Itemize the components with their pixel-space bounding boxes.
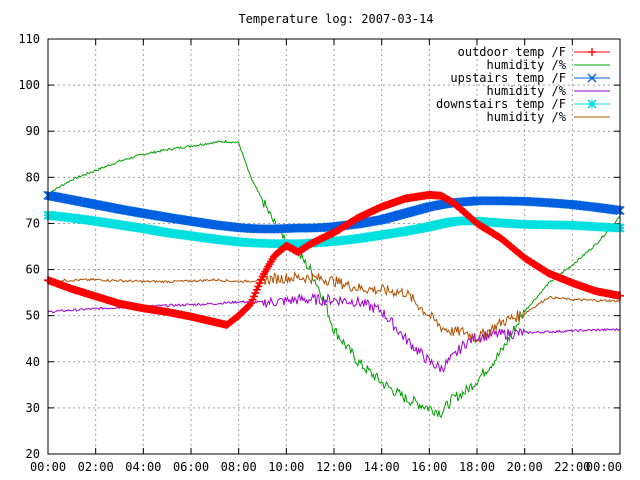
legend-label: outdoor temp /F — [458, 45, 566, 59]
legend-label: humidity /% — [487, 84, 567, 98]
x-tick-label: 18:00 — [459, 460, 495, 474]
legend-label: downstairs temp /F — [436, 97, 566, 111]
y-tick-label: 30 — [26, 401, 40, 415]
x-tick-label: 20:00 — [507, 460, 543, 474]
x-tick-label: 10:00 — [268, 460, 304, 474]
y-tick-label: 110 — [18, 32, 40, 46]
x-tick-label: 00:00 — [30, 460, 66, 474]
y-tick-label: 100 — [18, 78, 40, 92]
y-tick-label: 90 — [26, 124, 40, 138]
series-1 — [47, 139, 621, 418]
x-tick-label: 06:00 — [173, 460, 209, 474]
legend-label: humidity /% — [487, 58, 567, 72]
x-tick-label: 12:00 — [316, 460, 352, 474]
humidity-line — [47, 139, 621, 418]
y-tick-label: 70 — [26, 216, 40, 230]
plot-series — [43, 139, 625, 418]
series-5 — [47, 271, 621, 343]
x-tick-label: 04:00 — [125, 460, 161, 474]
humidity-line — [47, 271, 621, 343]
legend-label: upstairs temp /F — [450, 71, 566, 85]
legend-marker-sample — [587, 99, 597, 109]
plot-frame — [47, 38, 621, 455]
chart-title: Temperature log: 2007-03-14 — [238, 12, 433, 26]
x-tick-label: 08:00 — [221, 460, 257, 474]
y-tick-label: 20 — [26, 447, 40, 461]
y-tick-label: 60 — [26, 263, 40, 277]
y-tick-label: 80 — [26, 170, 40, 184]
legend-label: humidity /% — [487, 110, 567, 124]
x-tick-label: 00:00 — [586, 460, 622, 474]
x-tick-label: 22:00 — [554, 460, 590, 474]
x-tick-label: 02:00 — [78, 460, 114, 474]
x-tick-label: 14:00 — [364, 460, 400, 474]
x-tick-label: 16:00 — [411, 460, 447, 474]
legend-marker-sample — [588, 48, 596, 56]
y-tick-label: 50 — [26, 309, 40, 323]
axes: 20 30 40 50 60 70 80 90 100 110 00:00 02:00 04:00 06:… — [18, 32, 622, 474]
y-tick-label: 40 — [26, 355, 40, 369]
legend-marker-sample — [587, 73, 597, 83]
